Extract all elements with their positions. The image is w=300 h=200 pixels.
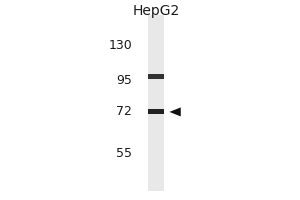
Text: 72: 72 xyxy=(116,105,132,118)
Text: 55: 55 xyxy=(116,147,132,160)
Bar xyxy=(148,15,164,191)
Polygon shape xyxy=(169,107,181,116)
Text: HepG2: HepG2 xyxy=(132,4,180,18)
Bar xyxy=(148,74,164,79)
Text: 95: 95 xyxy=(116,74,132,87)
Text: 130: 130 xyxy=(108,39,132,52)
Bar xyxy=(148,109,164,114)
